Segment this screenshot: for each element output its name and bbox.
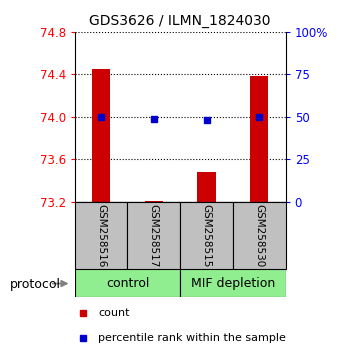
Title: GDS3626 / ILMN_1824030: GDS3626 / ILMN_1824030	[89, 14, 271, 28]
Bar	[144, 201, 163, 202]
Bar	[128, 202, 180, 269]
Bar	[250, 76, 269, 202]
Bar	[233, 202, 286, 269]
Bar	[180, 269, 286, 297]
Text: protocol: protocol	[10, 278, 61, 291]
Text: count: count	[98, 308, 130, 318]
Text: percentile rank within the sample: percentile rank within the sample	[98, 333, 286, 343]
Bar	[75, 269, 180, 297]
Text: GSM258517: GSM258517	[149, 204, 159, 267]
Bar	[180, 202, 233, 269]
Text: MIF depletion: MIF depletion	[191, 277, 275, 290]
Bar	[75, 202, 128, 269]
Text: GSM258530: GSM258530	[254, 204, 264, 267]
Text: GSM258515: GSM258515	[202, 204, 211, 267]
Bar	[92, 69, 111, 202]
Text: GSM258516: GSM258516	[96, 204, 106, 267]
Bar	[197, 172, 216, 202]
Text: control: control	[106, 277, 149, 290]
